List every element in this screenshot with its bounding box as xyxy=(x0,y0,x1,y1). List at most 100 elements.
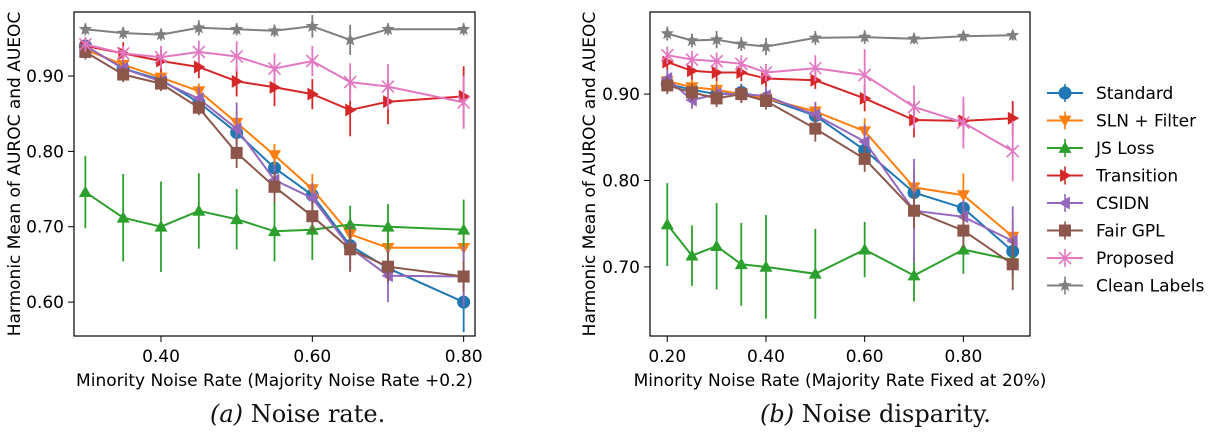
data-point xyxy=(907,100,921,114)
x-tick-label-a: 0.40 xyxy=(142,347,180,367)
plot-frame-b xyxy=(649,11,1031,337)
series-line xyxy=(84,48,464,249)
data-point xyxy=(343,32,357,46)
legend-marker-stroke-b xyxy=(1058,251,1072,265)
legend-item-standard: Standard xyxy=(1047,84,1173,104)
data-point xyxy=(711,65,724,79)
data-point xyxy=(305,191,318,205)
data-point xyxy=(154,220,168,232)
series-proposed-a xyxy=(78,36,471,129)
data-point xyxy=(808,30,822,44)
x-axis-label-b: Minority Noise Rate (Majority Rate Fixed… xyxy=(634,371,1047,391)
legend-label: Fair GPL xyxy=(1096,222,1165,242)
data-point xyxy=(457,270,470,283)
series-clean-labels-b xyxy=(660,26,1020,56)
x-tick-label-a: 0.60 xyxy=(293,347,331,367)
data-point-stroke-b xyxy=(230,49,244,64)
series-line xyxy=(667,32,1013,48)
y-tick-label-b: 0.90 xyxy=(602,85,640,105)
data-point xyxy=(193,60,206,74)
data-point xyxy=(685,52,699,67)
series-line xyxy=(84,191,464,233)
legend-marker xyxy=(1058,86,1072,100)
data-point xyxy=(381,260,394,273)
data-point-stroke-b xyxy=(907,100,921,114)
data-point xyxy=(230,122,242,136)
data-point xyxy=(687,64,699,78)
data-point xyxy=(685,86,698,99)
data-point xyxy=(307,87,319,101)
data-point xyxy=(956,190,970,202)
data-point xyxy=(808,267,822,279)
data-point-stroke-b xyxy=(457,95,471,109)
plot-frame-a xyxy=(73,11,476,337)
series-line xyxy=(84,51,464,278)
y-tick-label-a: 0.90 xyxy=(26,67,64,87)
data-point xyxy=(685,33,699,47)
data-point xyxy=(1006,144,1020,158)
y-tick-label-a: 0.80 xyxy=(26,142,64,162)
data-point xyxy=(343,75,357,89)
data-point xyxy=(734,257,748,270)
data-point xyxy=(858,243,872,255)
data-point xyxy=(908,204,921,217)
data-point xyxy=(343,217,357,230)
legend-item-proposed: Proposed xyxy=(1047,249,1174,269)
legend-marker xyxy=(1059,224,1071,237)
series-js-loss-b xyxy=(660,183,1020,319)
data-point-stroke-b xyxy=(858,68,872,82)
data-point xyxy=(192,101,205,114)
data-point xyxy=(269,80,281,94)
data-point xyxy=(268,180,281,193)
legend-label: JS Loss xyxy=(1095,139,1155,159)
data-point xyxy=(116,46,130,61)
data-point xyxy=(759,39,773,53)
data-point xyxy=(759,65,773,80)
data-point xyxy=(154,50,168,64)
y-tick-label-a: 0.70 xyxy=(26,218,64,238)
y-tick-label-b: 0.80 xyxy=(602,171,640,191)
data-point xyxy=(305,19,319,32)
data-point xyxy=(117,68,130,81)
data-point xyxy=(858,152,871,165)
x-tick-label-b: 0.80 xyxy=(944,347,982,367)
data-point xyxy=(345,103,357,117)
caption-a: (a) Noise rate. xyxy=(210,400,385,428)
data-point-stroke-b xyxy=(116,46,130,61)
series-transition-a xyxy=(80,38,471,137)
data-point xyxy=(231,74,244,88)
y-axis-label-b: Harmonic Mean of AUROC and AUEOC xyxy=(580,12,600,337)
data-point xyxy=(457,95,471,109)
data-point xyxy=(1007,111,1020,125)
data-point xyxy=(685,249,699,261)
legend-item-sln-filter: SLN + Filter xyxy=(1047,111,1196,132)
legend-marker xyxy=(1058,278,1072,292)
legend-marker xyxy=(1058,196,1070,210)
data-point xyxy=(192,20,206,34)
data-point xyxy=(78,37,92,51)
data-point xyxy=(78,185,92,197)
data-point xyxy=(381,220,395,232)
data-point-stroke-b xyxy=(343,75,357,89)
data-point xyxy=(305,54,319,68)
data-point xyxy=(710,54,724,68)
data-point xyxy=(268,224,281,237)
legend-marker xyxy=(1058,251,1072,265)
data-point-stroke-b xyxy=(710,54,724,68)
data-point-stroke-b xyxy=(956,116,970,130)
series-line xyxy=(667,54,1014,152)
series-clean-labels-a xyxy=(78,15,471,55)
legend-label: Clean Labels xyxy=(1096,277,1205,297)
data-point xyxy=(230,49,244,64)
data-point xyxy=(78,22,93,35)
data-point-stroke-b xyxy=(660,48,674,62)
data-point xyxy=(306,210,319,223)
legend-item-js-loss: JS Loss xyxy=(1047,139,1155,159)
data-point-stroke-b xyxy=(808,61,822,75)
data-point xyxy=(344,243,357,256)
data-point xyxy=(230,212,244,225)
data-point xyxy=(907,269,921,281)
data-point-stroke-b xyxy=(267,61,282,76)
series-line xyxy=(667,82,1014,253)
data-point xyxy=(809,122,822,135)
